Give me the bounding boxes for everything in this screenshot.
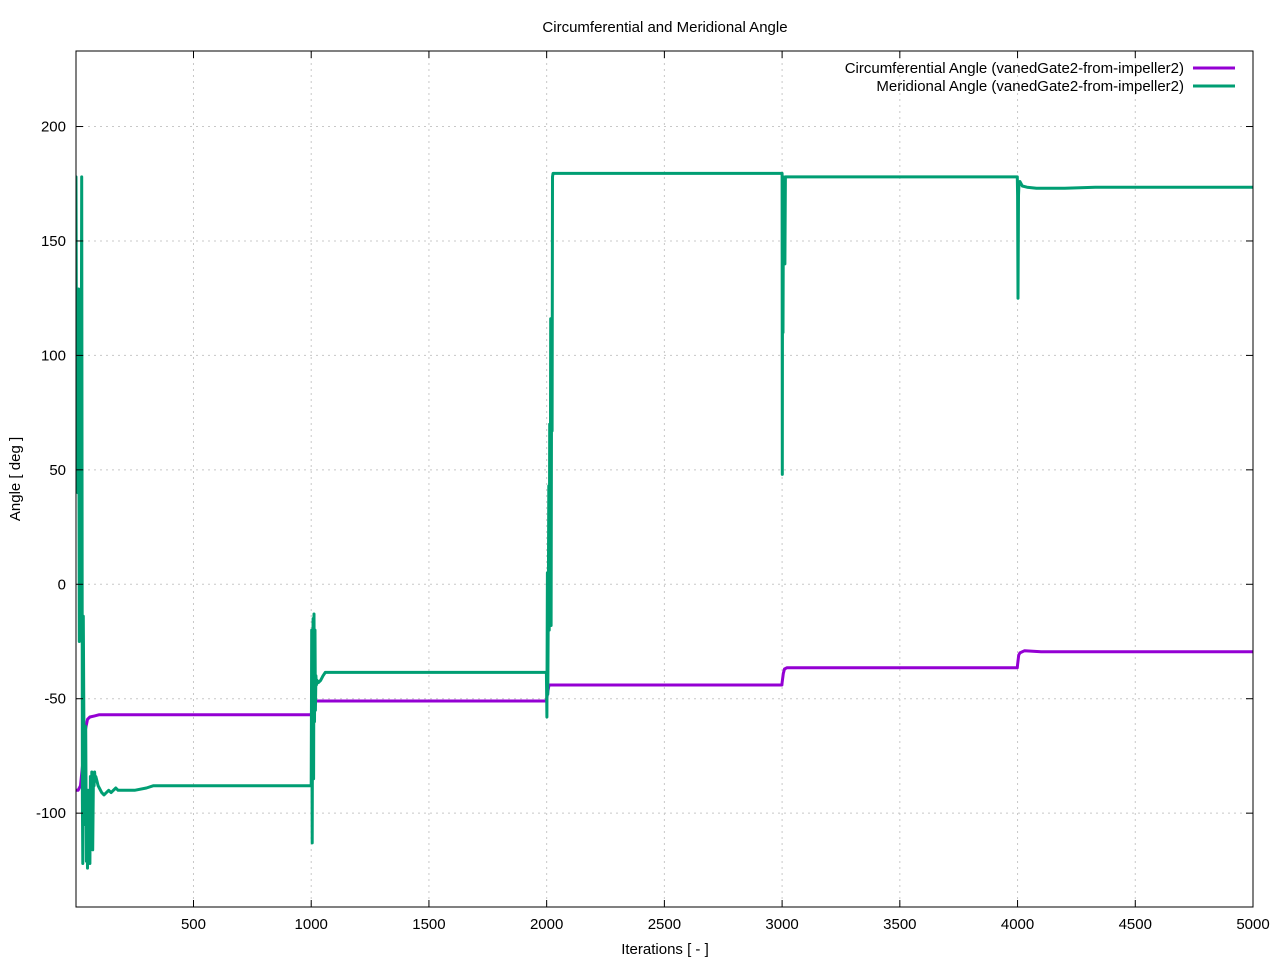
y-axis-label: Angle [ deg ] xyxy=(7,437,24,521)
plot-series xyxy=(76,171,1253,870)
y-tick-label: 50 xyxy=(49,462,66,479)
x-tick-label: 4000 xyxy=(1001,916,1034,933)
grid-lines xyxy=(76,51,1253,907)
x-tick-label: 2000 xyxy=(530,916,563,933)
series-line-1 xyxy=(76,171,1253,870)
y-tick-label: -100 xyxy=(36,805,66,822)
y-tick-label: 0 xyxy=(58,576,66,593)
legend-label-0: Circumferential Angle (vanedGate2-from-i… xyxy=(845,60,1184,77)
legend: Circumferential Angle (vanedGate2-from-i… xyxy=(845,60,1235,95)
x-axis-label: Iterations [ - ] xyxy=(621,941,709,958)
x-tick-label: 5000 xyxy=(1236,916,1269,933)
chart-title: Circumferential and Meridional Angle xyxy=(542,19,787,36)
y-tick-label: -50 xyxy=(44,691,66,708)
x-tick-label: 1000 xyxy=(295,916,328,933)
y-tick-label: 200 xyxy=(41,119,66,136)
y-tick-label: 100 xyxy=(41,347,66,364)
legend-label-1: Meridional Angle (vanedGate2-from-impell… xyxy=(876,78,1184,95)
axis-ticks: 500 1000 1500 2000 2500 3000 3500 4000 4500 5000-… xyxy=(36,51,1270,933)
x-tick-label: 500 xyxy=(181,916,206,933)
x-tick-label: 3500 xyxy=(883,916,916,933)
x-tick-label: 2500 xyxy=(648,916,681,933)
y-tick-label: 150 xyxy=(41,233,66,250)
x-tick-label: 3000 xyxy=(765,916,798,933)
x-tick-label: 4500 xyxy=(1119,916,1152,933)
x-tick-label: 1500 xyxy=(412,916,445,933)
